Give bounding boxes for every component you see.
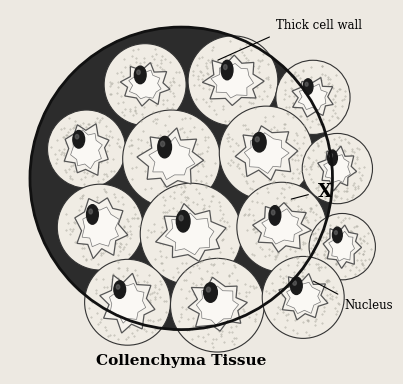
Polygon shape (129, 70, 161, 99)
Ellipse shape (269, 206, 281, 225)
Polygon shape (279, 273, 328, 320)
Ellipse shape (116, 285, 120, 289)
Polygon shape (211, 63, 253, 98)
Polygon shape (137, 128, 204, 187)
Circle shape (123, 110, 220, 208)
Ellipse shape (328, 150, 337, 166)
Polygon shape (75, 198, 128, 259)
Circle shape (140, 183, 242, 285)
Polygon shape (71, 130, 102, 169)
Polygon shape (318, 146, 357, 191)
Ellipse shape (293, 281, 296, 285)
Polygon shape (82, 206, 119, 247)
Polygon shape (292, 78, 333, 117)
Ellipse shape (114, 281, 126, 298)
Ellipse shape (179, 215, 183, 221)
Polygon shape (188, 277, 247, 331)
Ellipse shape (177, 210, 190, 232)
Ellipse shape (221, 60, 233, 80)
Ellipse shape (330, 154, 332, 157)
Polygon shape (196, 286, 239, 325)
Text: Nucleus: Nucleus (344, 300, 393, 312)
Ellipse shape (332, 227, 342, 243)
Circle shape (57, 184, 143, 270)
Ellipse shape (158, 136, 171, 158)
Circle shape (309, 214, 376, 280)
Polygon shape (262, 209, 302, 244)
Polygon shape (202, 55, 264, 106)
Circle shape (302, 134, 372, 204)
Polygon shape (323, 225, 361, 268)
Polygon shape (329, 231, 355, 261)
Circle shape (219, 106, 313, 200)
Ellipse shape (291, 277, 302, 295)
Polygon shape (64, 124, 109, 175)
Circle shape (170, 258, 264, 352)
Ellipse shape (224, 65, 227, 70)
Ellipse shape (204, 283, 217, 302)
Ellipse shape (255, 137, 259, 142)
Ellipse shape (137, 70, 140, 74)
Circle shape (104, 44, 186, 126)
Ellipse shape (334, 231, 337, 235)
Polygon shape (110, 282, 146, 323)
Polygon shape (149, 137, 195, 180)
Ellipse shape (271, 210, 275, 215)
Circle shape (48, 110, 126, 188)
Polygon shape (120, 63, 170, 106)
Circle shape (276, 60, 350, 134)
Polygon shape (244, 133, 289, 174)
Polygon shape (165, 213, 214, 255)
Ellipse shape (252, 132, 266, 152)
Polygon shape (287, 282, 320, 314)
Polygon shape (235, 126, 298, 180)
Text: Collenchyma Tissue: Collenchyma Tissue (96, 354, 266, 368)
Ellipse shape (87, 205, 98, 224)
Circle shape (30, 27, 332, 329)
Ellipse shape (89, 209, 92, 214)
Circle shape (188, 36, 278, 126)
Polygon shape (298, 84, 327, 110)
Ellipse shape (206, 287, 210, 292)
Polygon shape (100, 273, 155, 333)
Ellipse shape (75, 134, 79, 139)
Polygon shape (253, 203, 312, 252)
Ellipse shape (134, 66, 146, 84)
Text: Thick cell wall: Thick cell wall (276, 19, 362, 32)
Circle shape (262, 257, 344, 338)
Circle shape (85, 259, 170, 345)
Ellipse shape (303, 79, 313, 94)
Polygon shape (156, 204, 226, 262)
Circle shape (237, 182, 326, 272)
Polygon shape (324, 155, 350, 182)
Text: X: X (318, 183, 332, 201)
Ellipse shape (73, 131, 85, 148)
Ellipse shape (160, 141, 165, 147)
Ellipse shape (305, 82, 308, 86)
